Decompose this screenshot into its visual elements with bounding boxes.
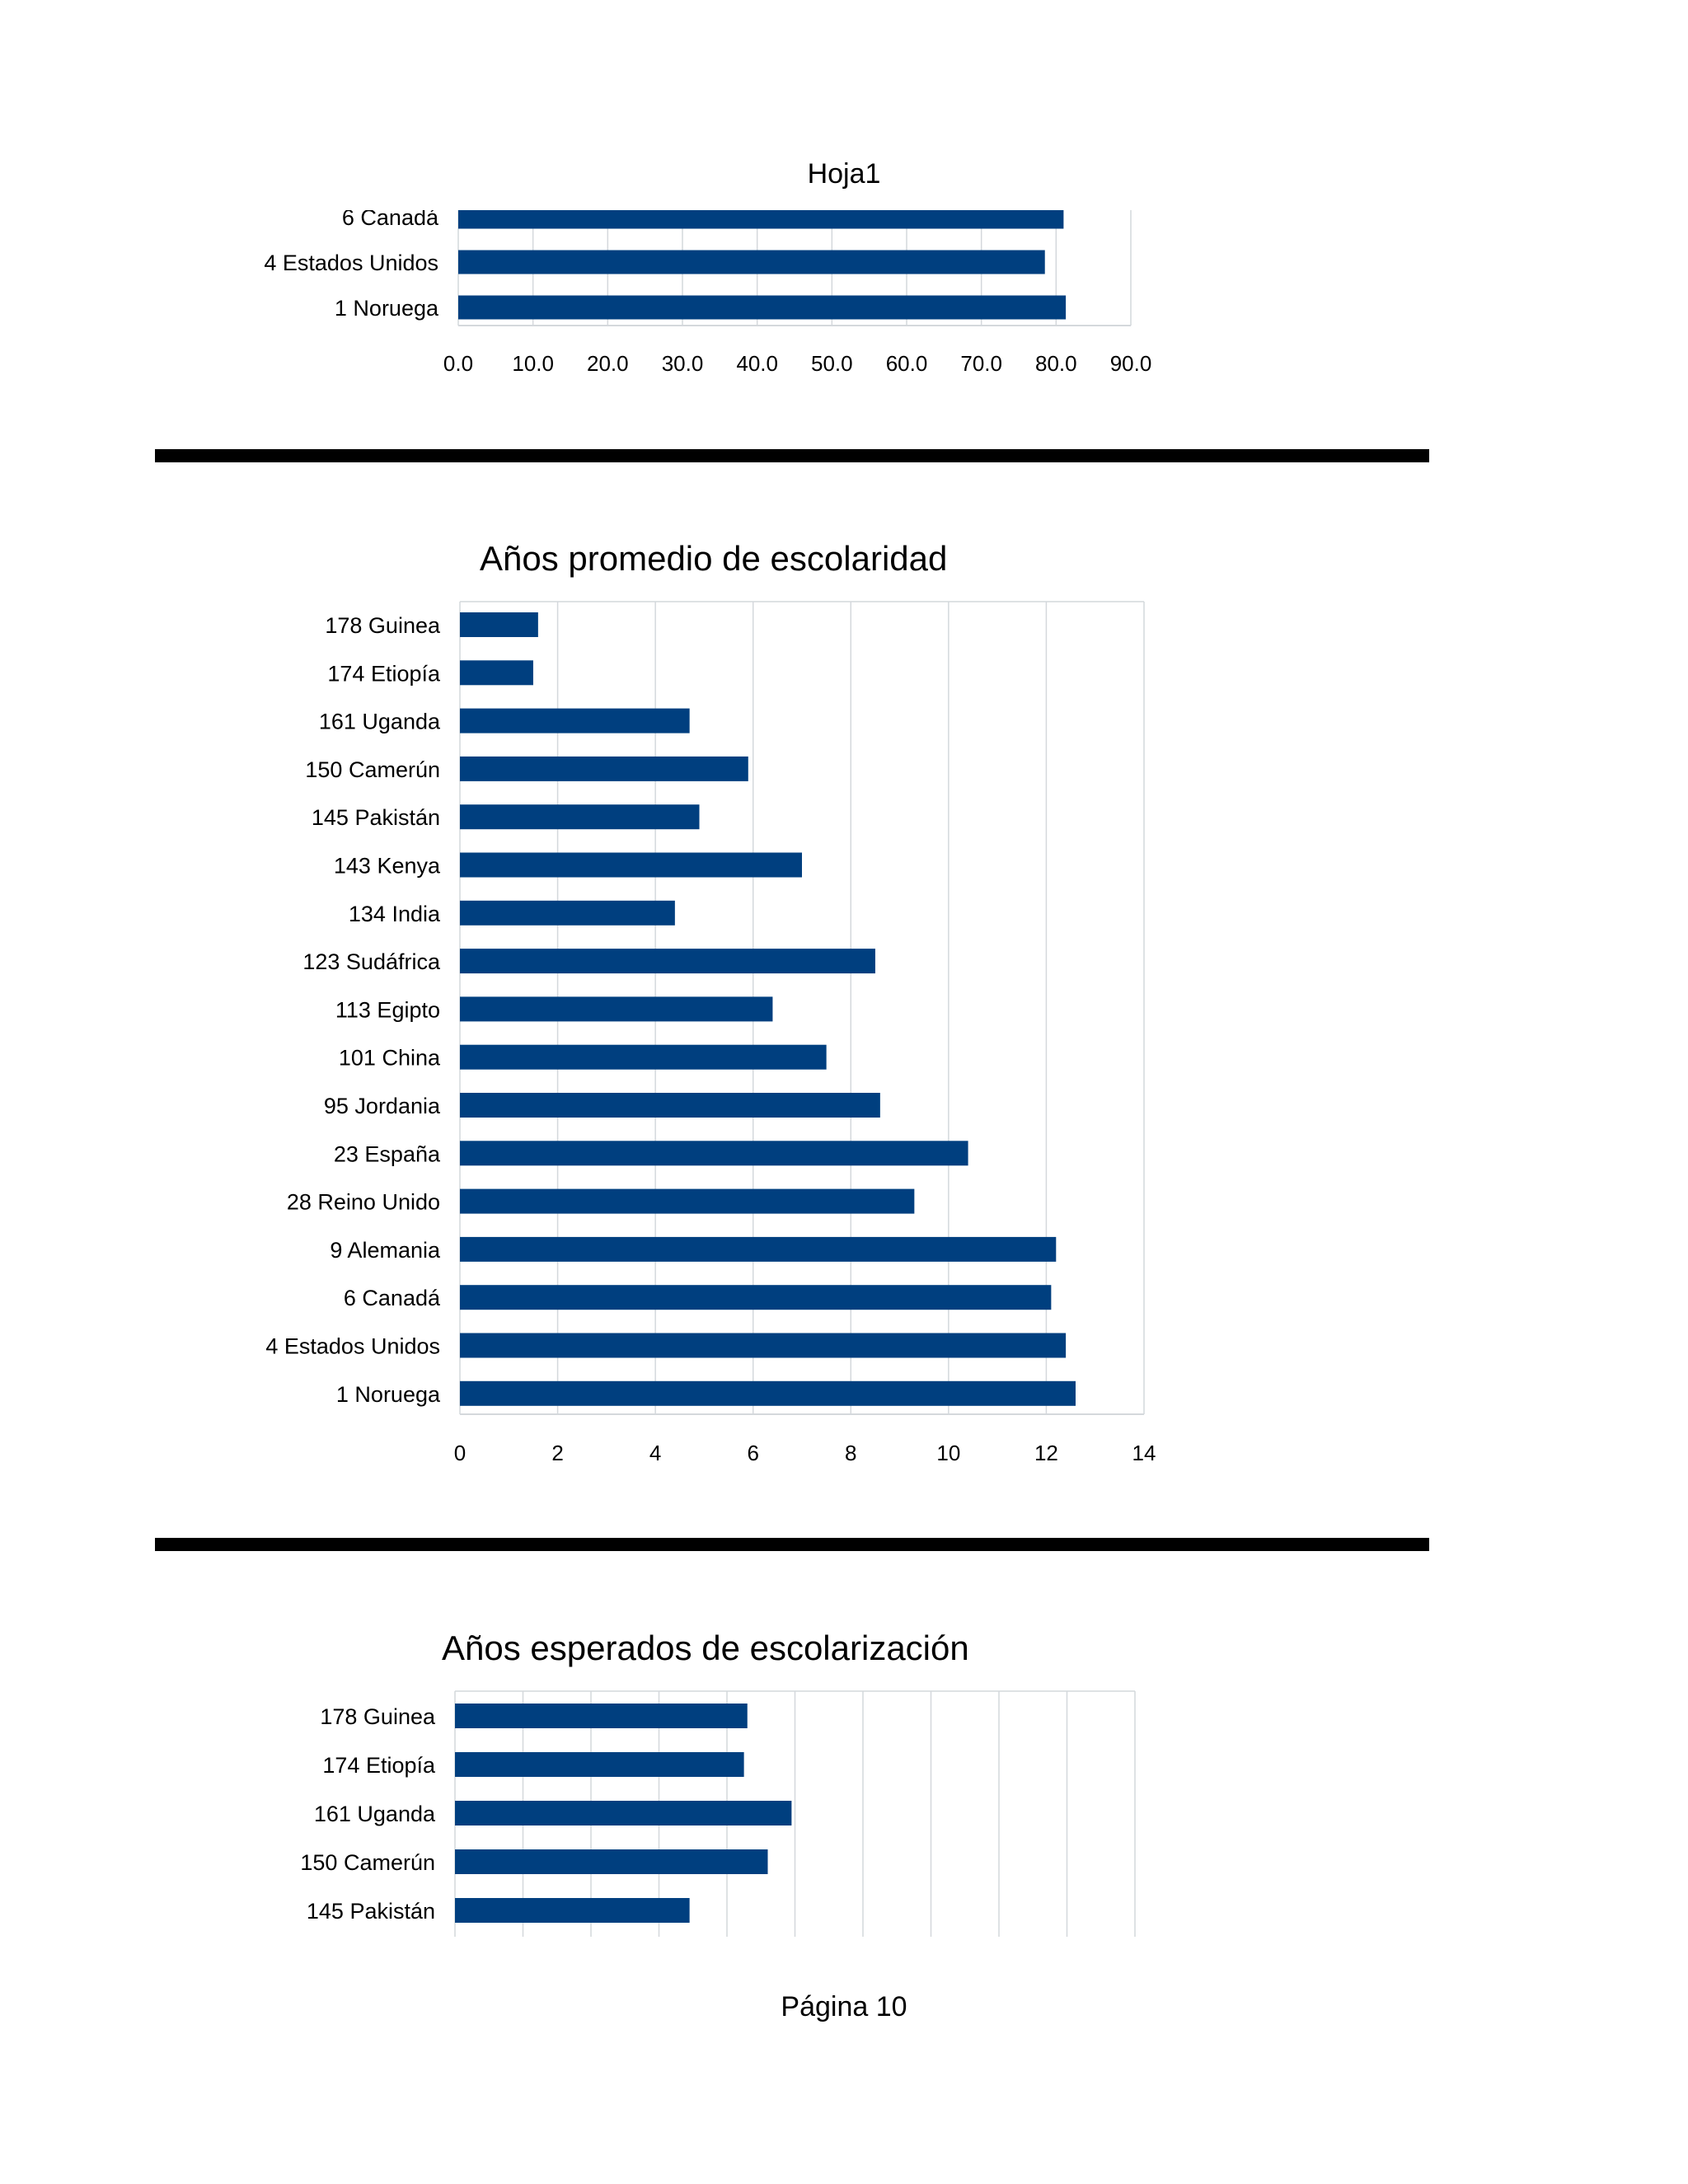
bar-14	[460, 1285, 1052, 1310]
bar-3	[460, 756, 748, 781]
x-tick-label: 20.0	[587, 351, 629, 376]
chart-life-expectancy-fragment: 6 Canadá 4 Estados Unidos 1 Noruega 0.0 10.0…	[264, 205, 1152, 376]
bar-3	[455, 1849, 768, 1874]
chart-mean-schooling: 178 Guinea 174 Etiopía 161 Uganda 150 Camer…	[265, 601, 1156, 1465]
bar-2	[460, 708, 690, 733]
bar-9	[460, 1044, 827, 1070]
x-tick-label: 60.0	[886, 351, 928, 376]
bar-4	[455, 1898, 690, 1923]
bar-8	[460, 996, 773, 1022]
category-label: 161 Uganda	[314, 1802, 436, 1826]
x-tick-label: 70.0	[960, 351, 1002, 376]
category-label: 145 Pakistán	[307, 1899, 435, 1924]
x-tick-label: 10.0	[512, 351, 554, 376]
category-label: 150 Camerún	[305, 757, 440, 782]
bar-10	[460, 1093, 880, 1118]
category-label: 4 Estados Unidos	[264, 251, 438, 275]
category-label: 134 India	[349, 902, 441, 926]
section-divider	[155, 449, 1429, 462]
x-tick-label: 40.0	[736, 351, 778, 376]
x-tick-label: 2	[551, 1441, 563, 1465]
category-label: 113 Egipto	[335, 997, 440, 1022]
category-label: 1 Noruega	[336, 1382, 441, 1407]
x-tick-label: 50.0	[811, 351, 853, 376]
bar-4	[460, 804, 700, 830]
x-tick-label: 10	[936, 1441, 960, 1465]
bar-15	[460, 1333, 1067, 1358]
x-tick-label: 80.0	[1035, 351, 1077, 376]
sheet-title: Hoja1	[807, 158, 881, 190]
chart-1-plot: 6 Canadá 4 Estados Unidos 1 Noruega 0.0 10.0…	[264, 205, 1152, 376]
bar-2	[455, 1801, 792, 1825]
bar-5	[460, 852, 802, 878]
bar-16	[460, 1380, 1076, 1406]
category-label: 178 Guinea	[320, 1704, 436, 1729]
category-label: 6 Canadá	[344, 1286, 441, 1310]
x-tick-label: 14	[1132, 1441, 1156, 1465]
category-label: 95 Jordania	[324, 1094, 441, 1118]
bar-12	[460, 1188, 915, 1214]
category-label: 145 Pakistán	[312, 805, 440, 830]
bar-0	[460, 612, 538, 637]
category-label: 143 Kenya	[334, 854, 441, 879]
bar-0	[458, 210, 1064, 229]
category-label: 174 Etiopía	[327, 661, 441, 686]
bar-0	[455, 1704, 748, 1728]
x-tick-label: 0.0	[443, 351, 473, 376]
category-label: 178 Guinea	[325, 613, 441, 638]
category-label: 4 Estados Unidos	[265, 1334, 440, 1359]
category-label: 23 España	[334, 1141, 441, 1166]
chart-title-schooling-mean: Años promedio de escolaridad	[480, 539, 948, 578]
x-tick-label: 90.0	[1110, 351, 1152, 376]
bar-11	[460, 1141, 968, 1166]
x-tick-label: 0	[454, 1441, 466, 1465]
page-number: Página 10	[781, 1991, 907, 2022]
bar-13	[460, 1236, 1057, 1262]
category-label: 6 Canadá	[342, 205, 439, 230]
category-label: 161 Uganda	[319, 710, 441, 734]
category-label: 9 Alemania	[330, 1238, 441, 1263]
category-label: 123 Sudáfrica	[302, 949, 441, 974]
x-tick-label: 4	[649, 1441, 661, 1465]
x-tick-label: 8	[845, 1441, 856, 1465]
category-label: 1 Noruega	[335, 296, 439, 321]
chart-expected-schooling: 178 Guinea 174 Etiopía 161 Uganda 150 Camer…	[300, 1690, 1136, 1937]
bar-6	[460, 900, 675, 926]
category-label: 150 Camerún	[300, 1850, 435, 1875]
section-divider	[155, 1538, 1429, 1551]
x-tick-label: 6	[747, 1441, 758, 1465]
bar-1	[455, 1752, 744, 1777]
chart-title-schooling-expected: Años esperados de escolarización	[442, 1629, 969, 1667]
bar-2	[458, 295, 1067, 320]
bar-1	[460, 660, 533, 686]
category-label: 174 Etiopía	[322, 1753, 436, 1778]
category-label: 101 China	[339, 1046, 441, 1071]
category-label: 28 Reino Unido	[287, 1190, 440, 1215]
x-tick-label: 30.0	[662, 351, 704, 376]
x-tick-label: 12	[1034, 1441, 1058, 1465]
bar-7	[460, 949, 875, 974]
bar-1	[458, 250, 1045, 274]
